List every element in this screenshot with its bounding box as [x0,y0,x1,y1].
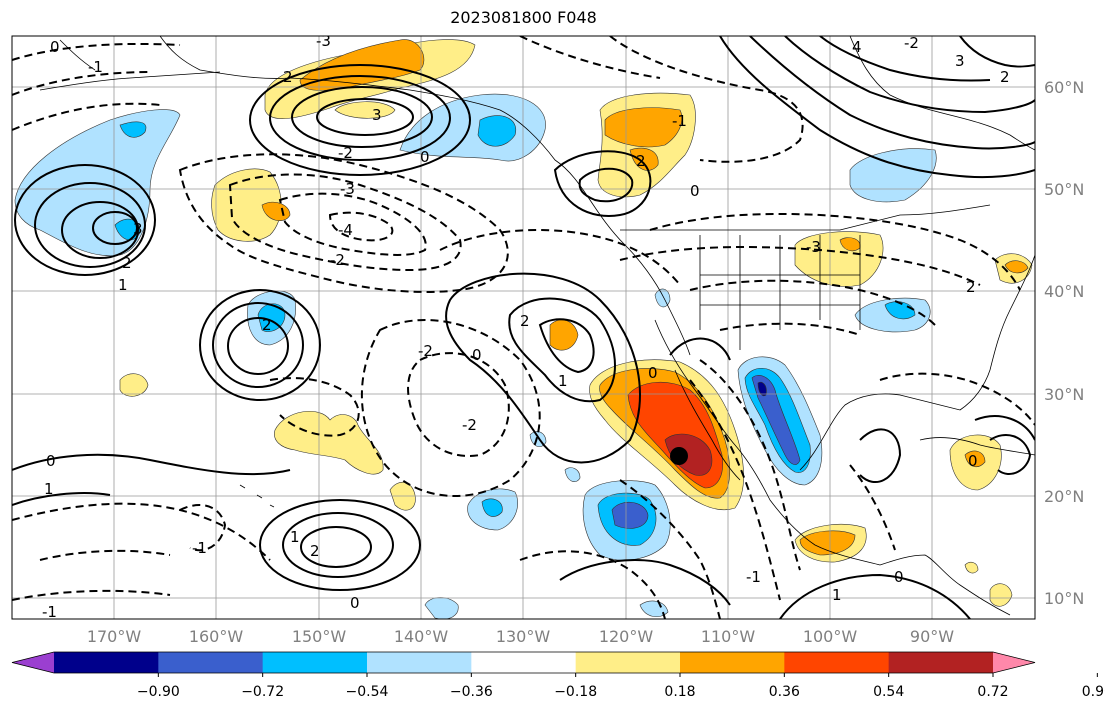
colorbar-ticks: −0.90 −0.72 −0.54 −0.36 −0.18 0.18 0.36 0.54 0.7… [137,673,1105,700]
colorbar-tick-label: −0.36 [450,684,493,700]
contour-label: 2 [283,68,293,86]
contour-label: -2 [462,416,477,434]
colorbar-bin [471,652,577,673]
contour-label: 0 [648,364,658,382]
contour-label: 3 [955,52,965,70]
colorbar-tick-label: 0.36 [769,684,800,700]
lat-label: 30°N [1044,385,1084,404]
contour-label: 2 [636,152,646,170]
colorbar-tick-label: 0.72 [977,684,1008,700]
contour-label: 0 [46,452,56,470]
contour-label: -1 [192,539,207,557]
contour-label: 2 [966,278,976,296]
lon-label: 120°W [599,627,654,646]
contour-label: 0 [420,148,430,166]
colorbar-extend-max [993,652,1035,673]
contour-label: -1 [88,58,103,76]
contour-label: 3 [133,220,143,238]
colorbar-tick-label: −0.72 [241,684,284,700]
contour-label: -4 [338,221,353,239]
contour-label: 0 [968,452,978,470]
lon-label: 160°W [189,627,244,646]
solid-contours [12,36,1035,619]
contour-label: 0 [472,346,482,364]
contour-label: 0 [350,594,360,612]
contour-label: 2 [262,316,272,334]
lat-label: 50°N [1044,180,1084,199]
contour-label: 1 [290,528,300,546]
colorbar-bin [262,652,368,673]
latitude-labels: 60°N 50°N 40°N 30°N 20°N 10°N [1044,78,1084,608]
colorbar-tick-label: 0.54 [873,684,904,700]
lon-label: 140°W [394,627,449,646]
contour-label: 1 [558,372,568,390]
dashed-contours [12,36,1035,619]
contour-label: 0 [50,38,60,56]
colorbar-tick-label: 0.90 [1082,684,1105,700]
lat-label: 60°N [1044,78,1084,97]
contour-label: -2 [338,144,353,162]
shaded-anomaly-fields [14,39,1033,619]
lat-label: 10°N [1044,589,1084,608]
contour-label: 1 [44,480,54,498]
lon-label: 170°W [87,627,142,646]
lat-label: 40°N [1044,282,1084,301]
contour-label: -1 [42,603,57,621]
contour-label: -2 [904,34,919,52]
colorbar-bin [54,652,159,673]
contour-label: -1 [672,112,687,130]
contour-label: -2 [330,251,345,269]
lon-label: 150°W [292,627,347,646]
contour-label: 4 [852,38,862,56]
colorbar-tick-label: −0.54 [346,684,389,700]
longitude-labels: 170°W 160°W 150°W 140°W 130°W 120°W 110°… [87,627,954,646]
contour-label: 0 [690,182,700,200]
lon-label: 100°W [803,627,858,646]
colorbar-tick-label: 0.18 [664,684,695,700]
lon-label: 130°W [496,627,551,646]
coastlines [39,36,1035,616]
colorbar-bin [575,652,681,673]
contour-label: 2 [122,254,132,272]
contour-label: -2 [418,342,433,360]
map-border [11,35,1036,620]
colorbar-bin [158,652,264,673]
map-title: 2023081800 F048 [450,8,597,27]
colorbar-tick-label: −0.18 [554,684,597,700]
contour-label: -3 [316,32,331,50]
lon-label: 90°W [910,627,954,646]
contour-label: 1 [118,276,128,294]
colorbar-outline [11,651,1036,674]
contour-label: 2 [1000,68,1010,86]
contour-label: -1 [746,568,761,586]
colorbar-bin [888,652,994,673]
colorbar-bin [367,652,472,673]
contour-label: 3 [372,106,382,124]
lat-label: 20°N [1044,487,1084,506]
colorbar-bin [680,652,785,673]
colorbar-bin [784,652,890,673]
contour-label: 1 [832,586,842,604]
storm-center-marker [670,447,688,465]
contour-label: -3 [806,238,821,256]
colorbar-tick-label: −0.90 [137,684,180,700]
contour-labels: 0 -1 -3 2 3 -2 0 -3 -4 -2 3 2 1 2 -2 0 2… [42,32,1010,621]
map-plot-area: 0 -1 -3 2 3 -2 0 -3 -4 -2 3 2 1 2 -2 0 2… [12,32,1035,621]
contour-label: -3 [340,180,355,198]
colorbar-extend-min [12,652,54,673]
colorbar [11,651,1036,674]
contour-label: 2 [520,312,530,330]
lon-label: 110°W [701,627,756,646]
contour-label: 2 [310,542,320,560]
contour-label: 0 [894,568,904,586]
